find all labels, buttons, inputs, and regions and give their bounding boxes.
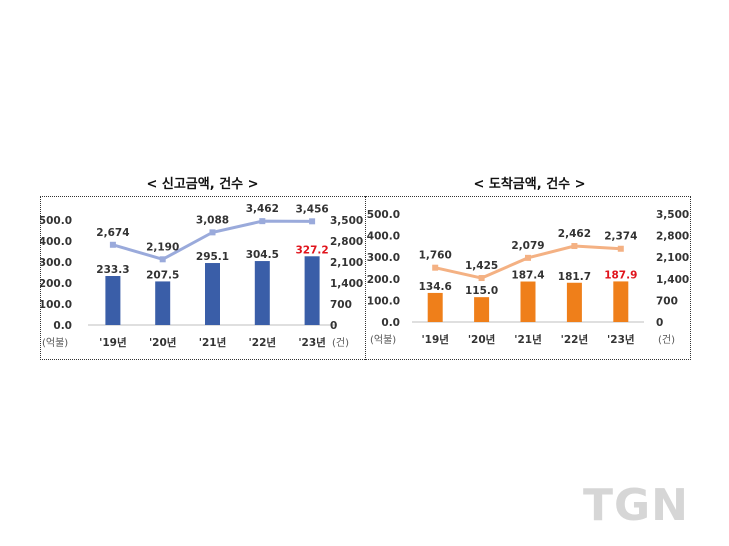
line-data-label: 2,079 — [511, 240, 544, 252]
line-data-label: 3,456 — [295, 203, 328, 215]
y2-tick-label: 700 — [656, 295, 678, 307]
y2-tick-label: 3,500 — [656, 209, 689, 221]
bar — [427, 292, 443, 322]
y-tick-label: 300.0 — [367, 252, 400, 264]
y-tick-label: 100.0 — [367, 295, 400, 307]
bar-data-label: 181.7 — [558, 271, 591, 283]
x-tick-label: '23년 — [607, 333, 635, 346]
chart-left: 0.0 100.0 200.0 300.0 400.0 500.0 0 700 1,400 2,1… — [40, 203, 363, 349]
line-point — [478, 275, 485, 282]
bar — [254, 261, 270, 325]
bar — [474, 297, 490, 322]
line-data-label: 3,088 — [196, 214, 229, 226]
bar-data-label: 187.9 — [604, 269, 637, 281]
x-tick-label: '19년 — [99, 336, 127, 349]
line-point — [209, 229, 216, 236]
chart-title-right: < 도착금액, 건수 > — [473, 177, 586, 192]
y2-tick-label: 1,400 — [656, 274, 689, 286]
x-tick-label: '19년 — [421, 333, 449, 346]
watermark-logo: TGN — [583, 480, 689, 531]
line-data-label: 3,462 — [246, 203, 279, 215]
x-tick-label: '22년 — [561, 333, 589, 346]
bar — [105, 276, 121, 325]
line-point — [525, 254, 531, 261]
bar-data-label: 115.0 — [465, 285, 498, 297]
line-data-label: 2,374 — [604, 231, 637, 243]
y-tick-label: 0.0 — [381, 317, 400, 329]
y2-unit-label: (건) — [332, 337, 349, 349]
y-tick-label: 300.0 — [40, 257, 72, 269]
line-point — [259, 218, 266, 225]
y2-tick-label: 1,400 — [330, 278, 363, 290]
chart-right: 0.0 100.0 200.0 300.0 400.0 500.0 0 700 1,400 2,1… — [367, 209, 689, 346]
y-tick-label: 500.0 — [40, 215, 72, 227]
line-data-label: 1,425 — [465, 260, 498, 272]
bar-data-label: 134.6 — [419, 281, 452, 293]
bar — [155, 281, 171, 325]
y-tick-label: 200.0 — [40, 278, 72, 290]
y-tick-label: 400.0 — [367, 231, 400, 243]
x-tick-label: '22년 — [249, 336, 276, 349]
y-tick-label: 400.0 — [40, 236, 72, 248]
line-data-label: 2,190 — [146, 241, 179, 253]
line-point — [617, 245, 624, 252]
y2-tick-label: 2,100 — [656, 252, 689, 264]
y2-unit-label: (건) — [658, 334, 675, 346]
bar-data-label: 233.3 — [96, 264, 129, 276]
x-tick-label: '20년 — [468, 333, 496, 346]
line-point — [432, 264, 439, 271]
y2-tick-label: 700 — [330, 299, 352, 311]
bar-data-label: 295.1 — [196, 251, 229, 263]
bar — [613, 281, 629, 322]
y-tick-label: 100.0 — [40, 299, 72, 311]
y-tick-label: 200.0 — [367, 274, 400, 286]
bar-data-label: 304.5 — [246, 249, 279, 261]
line-point — [309, 218, 316, 225]
y-unit-label: (억불) — [370, 334, 396, 346]
y-unit-label: (억불) — [42, 337, 68, 349]
y2-tick-label: 0 — [656, 317, 663, 329]
y2-tick-label: 3,500 — [330, 215, 363, 227]
bar — [520, 281, 536, 322]
y-tick-label: 500.0 — [367, 209, 400, 221]
x-tick-label: '20년 — [149, 336, 177, 349]
y2-tick-label: 2,100 — [330, 257, 363, 269]
y2-tick-label: 2,800 — [656, 231, 689, 243]
bar — [304, 256, 320, 325]
x-tick-label: '21년 — [199, 336, 227, 349]
line-point — [159, 256, 166, 263]
x-tick-label: '23년 — [298, 336, 326, 349]
x-tick-label: '21년 — [514, 333, 542, 346]
bar-data-label: 327.2 — [295, 244, 328, 256]
bar-data-label: 187.4 — [511, 270, 544, 282]
y2-tick-label: 2,800 — [330, 236, 363, 248]
y2-tick-label: 0 — [330, 320, 337, 332]
chart-title-left: < 신고금액, 건수 > — [146, 177, 259, 192]
bar — [566, 282, 582, 322]
y-tick-label: 0.0 — [53, 320, 72, 332]
bar-data-label: 207.5 — [146, 269, 179, 281]
line-data-label: 2,674 — [96, 227, 129, 239]
bar — [205, 263, 220, 325]
line-point — [109, 241, 116, 248]
line-data-label: 2,462 — [558, 228, 591, 240]
line-point — [571, 243, 578, 250]
chart-divider — [365, 196, 366, 360]
line-data-label: 1,760 — [419, 250, 452, 262]
